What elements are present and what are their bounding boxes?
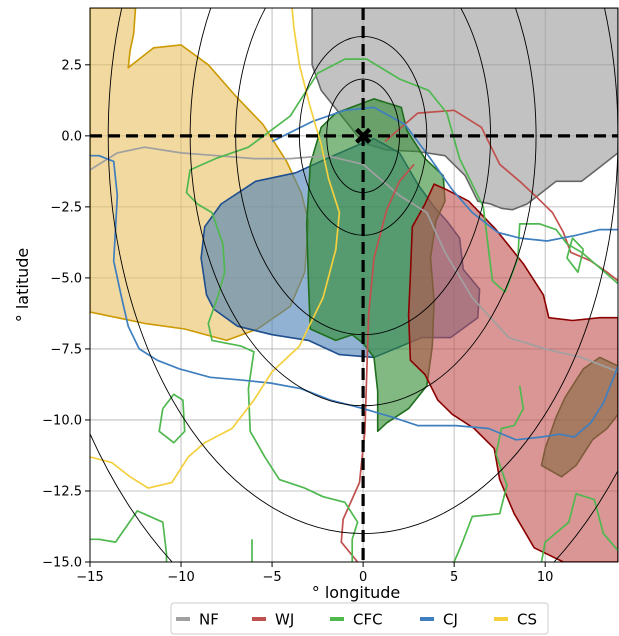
x-tick-label: 10	[537, 570, 554, 585]
legend-label-cs: CS	[517, 611, 537, 629]
y-tick-label: −5.0	[50, 271, 82, 286]
legend-label-nf: NF	[199, 611, 219, 629]
filled-regions	[90, 8, 618, 562]
legend: NF WJ CFC CJ CS	[170, 602, 549, 635]
contour-nf	[90, 146, 618, 373]
y-tick-label: 0.0	[61, 129, 82, 144]
center-x-marker	[355, 127, 372, 144]
x-tick-label: 5	[450, 570, 458, 585]
y-tick-label: −2.5	[50, 200, 82, 215]
contour-cs	[90, 8, 341, 489]
x-tick-label: 0	[359, 570, 367, 585]
legend-label-cfc: CFC	[353, 611, 383, 629]
plot-frame	[89, 7, 619, 563]
x-tick-label: −15	[76, 570, 103, 585]
legend-box	[170, 602, 549, 635]
x-axis-title: ° longitude	[312, 583, 400, 602]
reference-lines	[90, 8, 618, 562]
x-tick-label: −10	[167, 570, 194, 585]
contour-cj	[90, 106, 618, 441]
center-marker	[355, 127, 372, 144]
y-axis-title: ° latitude	[13, 248, 32, 322]
y-tick-label: −10.0	[42, 413, 82, 428]
y-tick-label: −7.5	[50, 342, 82, 357]
y-tick-label: −15.0	[42, 556, 82, 571]
legend-label-cj: CJ	[443, 611, 458, 629]
y-tick-label: −12.5	[42, 484, 82, 499]
contour-lines	[90, 8, 618, 562]
legend-label-wj: WJ	[275, 611, 294, 629]
y-tick-label: 2.5	[61, 58, 82, 73]
axis-ticks: −15 −10 −5 0 5 10 2.5 0.0 −2.5 −5.0 −7.5 −10.0 −12.5…	[42, 58, 553, 585]
x-tick-label: −5	[262, 570, 281, 585]
